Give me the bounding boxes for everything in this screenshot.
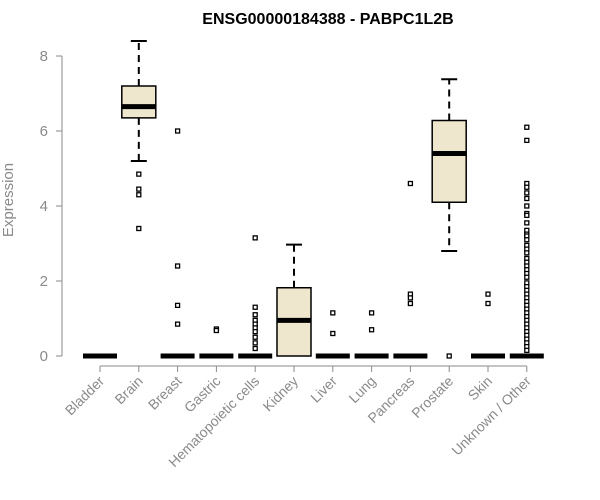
outlier-point [524,203,530,209]
outlier-point [174,263,181,269]
y-tick-label: 4 [40,198,48,215]
x-tick-label: Skin [465,373,496,404]
box-lung [354,310,389,359]
box-pancreas [393,180,428,359]
outlier-point [368,327,375,333]
outlier-point [407,295,414,301]
chart-title: ENSG00000184388 - PABPC1L2B [202,11,453,28]
outlier-point [524,220,530,226]
x-tick-label: Brain [111,373,145,407]
outlier-point [485,300,491,307]
outlier-point [252,340,258,346]
x-tick-label: Lung [345,373,378,406]
y-tick-label: 0 [40,348,48,365]
outlier-point [524,137,530,144]
iqr-box [121,85,157,119]
box-breast [160,128,195,359]
outlier-point [213,327,220,334]
x-tick-label: Prostate [408,373,456,421]
outlier-point [252,334,258,340]
y-tick-label: 2 [40,273,48,290]
axes: 0 2 4 6 8 [40,48,528,372]
outlier-point [524,250,530,256]
outlier-point [136,225,142,232]
outlier-point [252,328,258,335]
outlier-point [524,212,530,219]
outlier-point [524,237,530,243]
outlier-point [524,347,530,354]
outlier-point [252,312,258,318]
outlier-point [136,192,142,198]
outlier-point [524,184,530,190]
outlier-point [330,310,336,316]
outlier-point [136,171,142,177]
outlier-point [407,180,414,187]
y-tick-label: 6 [40,123,48,140]
x-tick-label: Breast [145,373,185,413]
box-hematopoietic-cells [238,235,273,359]
outlier-point [524,190,530,196]
outlier-point [524,274,530,280]
box-gastric [199,326,234,359]
x-tick-label: Kidney [260,373,302,415]
outlier-point [252,345,258,352]
box-skin [471,291,505,359]
outlier-point [330,330,336,337]
box-liver [315,310,350,359]
outlier-point [446,353,452,359]
outlier-point [524,195,530,202]
x-tick-label: Liver [307,373,340,406]
y-axis-label: Expression [0,163,17,237]
outlier-point [407,300,414,307]
outlier-point [252,304,258,310]
outlier-point [485,291,491,297]
box-kidney [276,243,312,357]
box-unknown-other [509,124,544,359]
x-tick-label: Bladder [62,373,108,419]
outlier-point [174,321,181,327]
boxes [83,40,544,359]
y-tick-label: 8 [40,48,48,65]
iqr-box [431,119,467,203]
outlier-point [174,302,181,309]
outlier-point [524,124,530,130]
box-prostate [431,78,467,359]
outlier-point [136,186,142,192]
box-brain [121,40,157,232]
outlier-point [174,128,181,134]
outlier-point [252,235,258,241]
outlier-point [368,310,375,316]
